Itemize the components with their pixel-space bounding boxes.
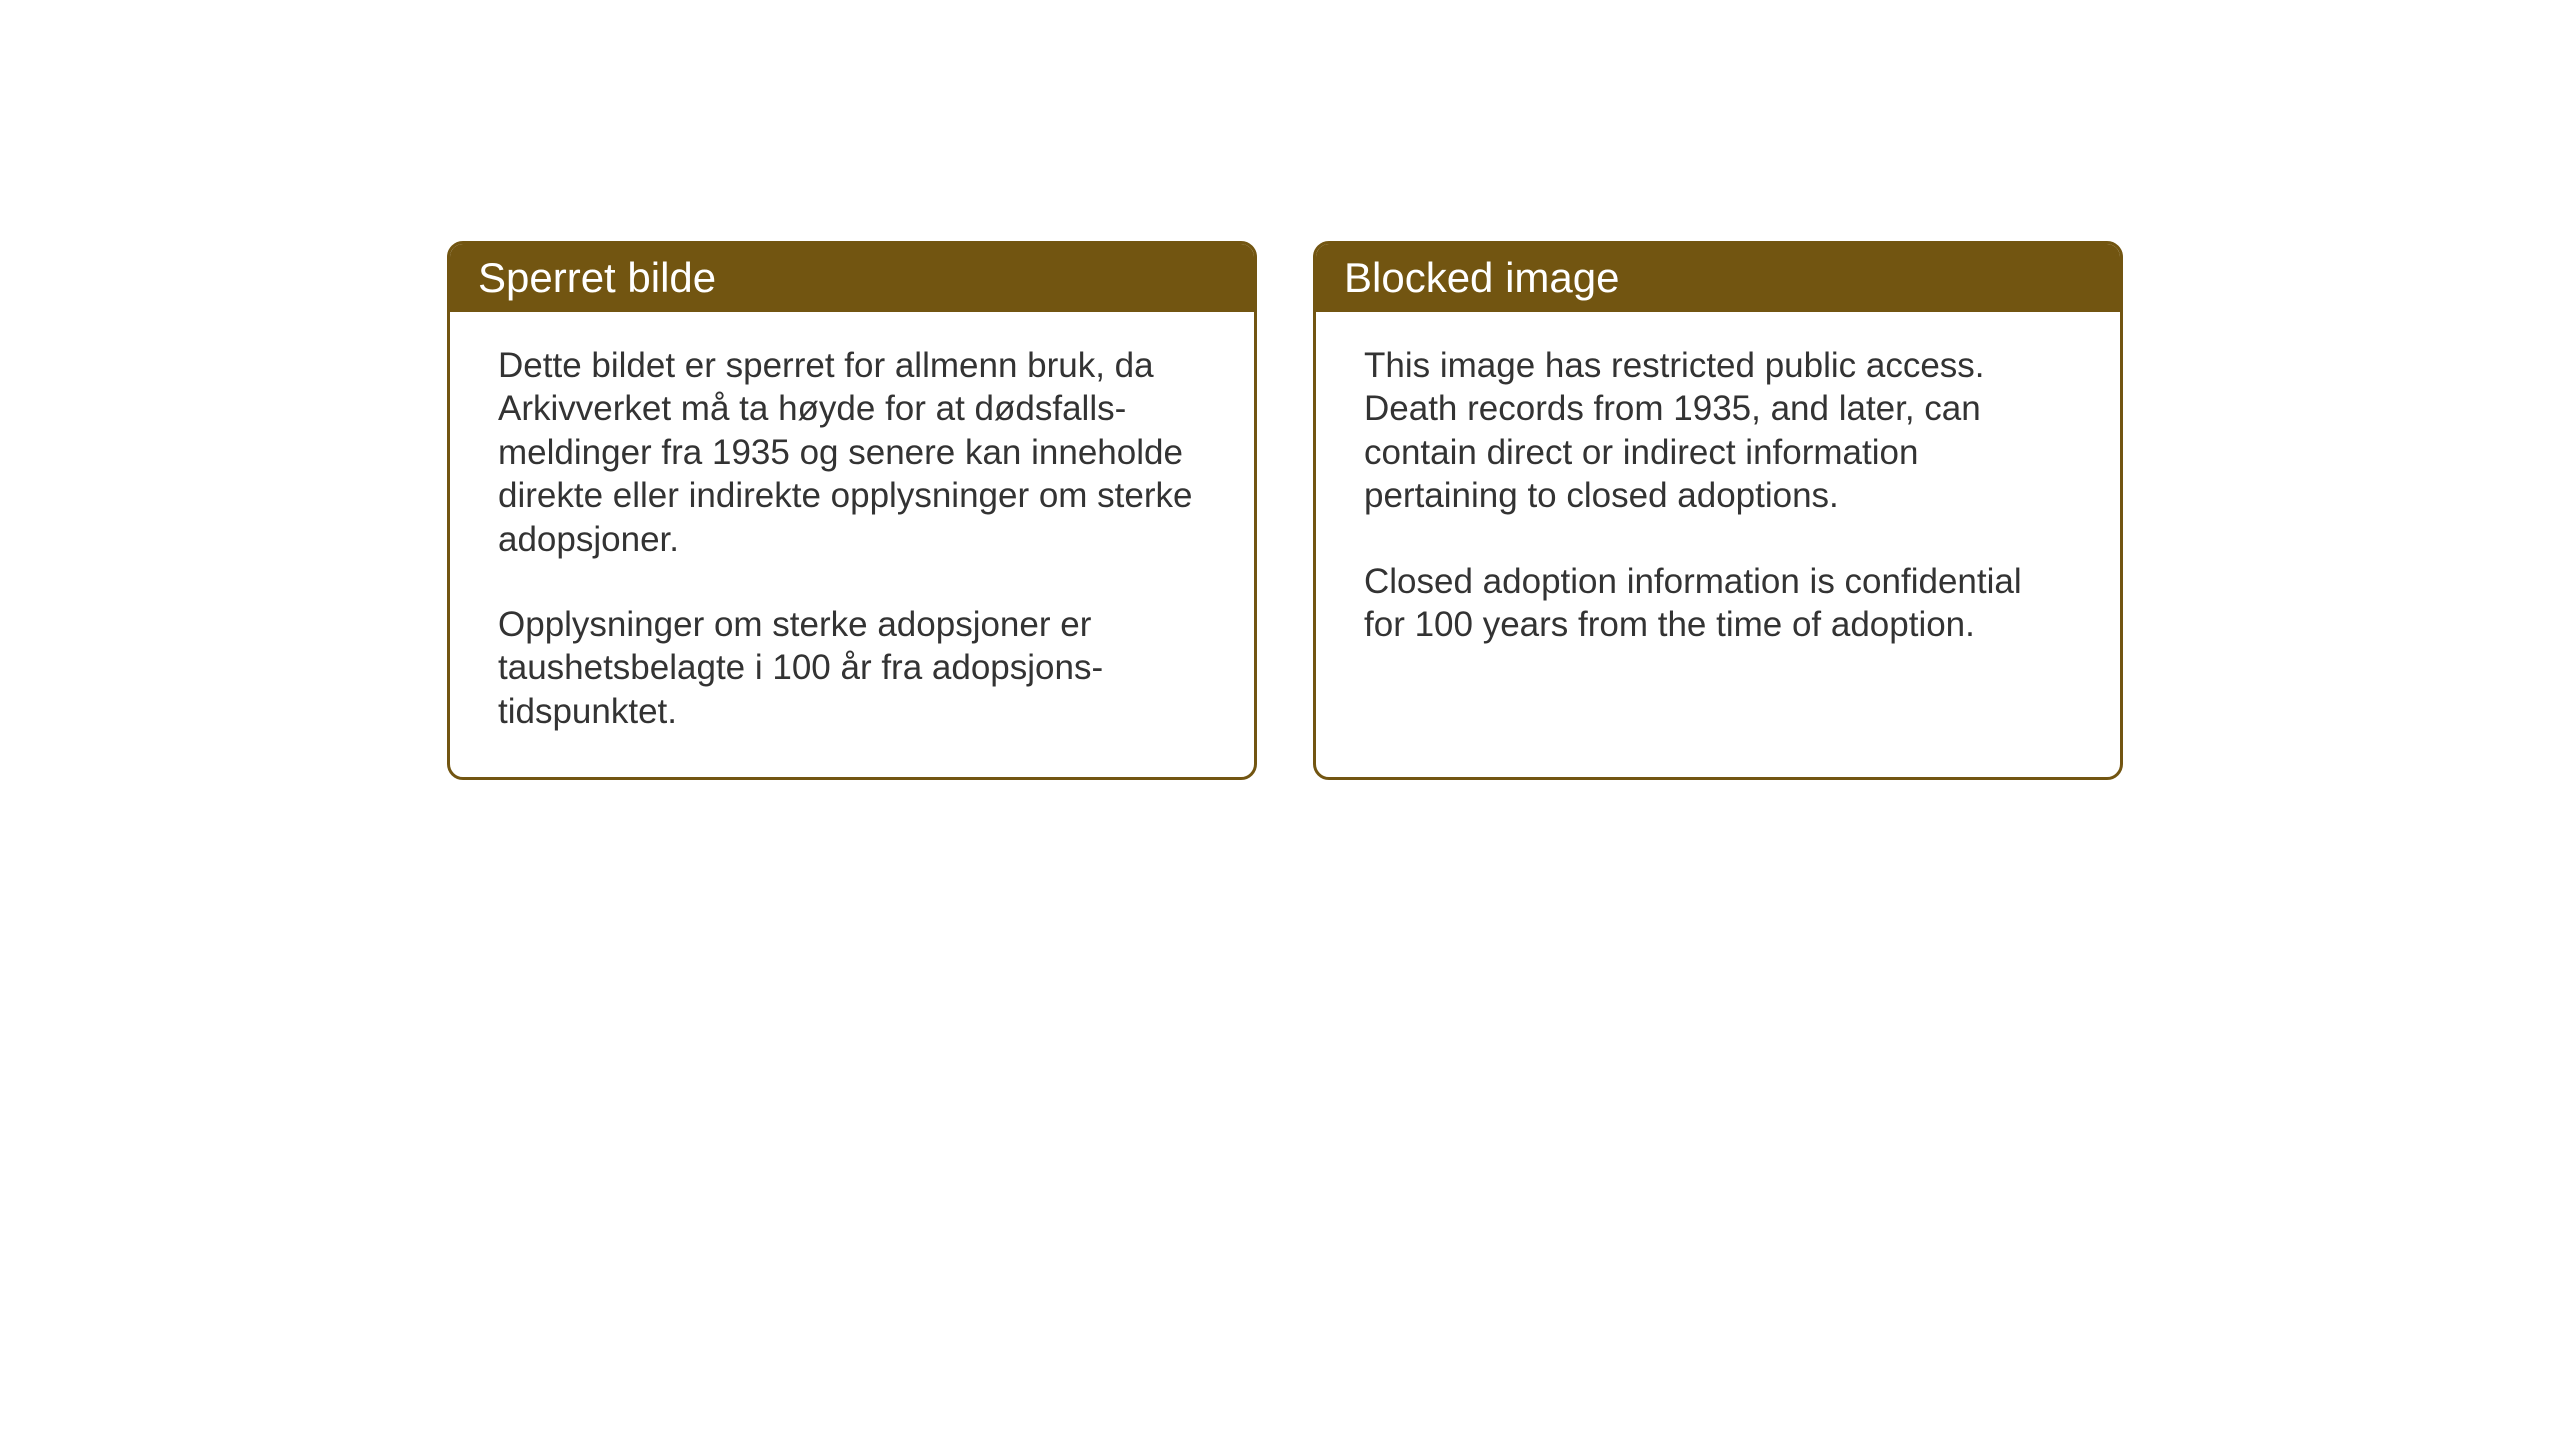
paragraph-2-norwegian: Opplysninger om sterke adopsjoner er tau… (498, 603, 1206, 733)
notice-card-english: Blocked image This image has restricted … (1313, 241, 2123, 780)
paragraph-1-english: This image has restricted public access.… (1364, 344, 2072, 518)
card-title-english: Blocked image (1344, 254, 1619, 301)
card-title-norwegian: Sperret bilde (478, 254, 716, 301)
notice-card-norwegian: Sperret bilde Dette bildet er sperret fo… (447, 241, 1257, 780)
card-header-norwegian: Sperret bilde (450, 244, 1254, 312)
paragraph-1-norwegian: Dette bildet er sperret for allmenn bruk… (498, 344, 1206, 561)
card-body-english: This image has restricted public access.… (1316, 312, 2120, 690)
notice-container: Sperret bilde Dette bildet er sperret fo… (447, 241, 2123, 780)
card-body-norwegian: Dette bildet er sperret for allmenn bruk… (450, 312, 1254, 777)
card-header-english: Blocked image (1316, 244, 2120, 312)
paragraph-2-english: Closed adoption information is confident… (1364, 560, 2072, 647)
